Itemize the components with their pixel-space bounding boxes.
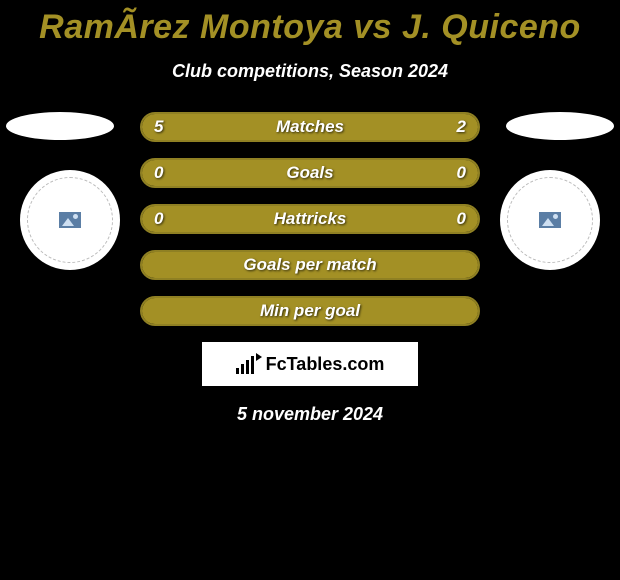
stat-value-left: 5: [154, 114, 163, 140]
stat-label: Goals per match: [142, 252, 478, 278]
stat-row: Goals per match: [140, 250, 480, 280]
footer-date: 5 november 2024: [0, 404, 620, 425]
stat-value-left: 0: [154, 206, 163, 232]
avatar-placeholder-ring: [27, 177, 113, 263]
stat-value-right: 2: [457, 114, 466, 140]
player-right-badge: [506, 112, 614, 140]
page-subtitle: Club competitions, Season 2024: [0, 61, 620, 82]
logo-text: FcTables.com: [266, 354, 385, 375]
stat-label: Min per goal: [142, 298, 478, 324]
image-placeholder-icon: [539, 212, 561, 228]
page-title: RamÃ­rez Montoya vs J. Quiceno: [0, 0, 620, 47]
stat-label: Matches: [142, 114, 478, 140]
stat-row: Goals0 0: [140, 158, 480, 188]
logo-chart-icon: [236, 354, 254, 374]
source-logo: FcTables.com: [202, 342, 418, 386]
stat-value-right: 0: [457, 160, 466, 186]
stat-row: Matches5 2: [140, 112, 480, 142]
stat-bars: Matches52Goals00Hattricks00Goals per mat…: [140, 112, 480, 326]
stat-row: Hattricks0 0: [140, 204, 480, 234]
player-right-avatar: [500, 170, 600, 270]
stat-value-left: 0: [154, 160, 163, 186]
player-left-badge: [6, 112, 114, 140]
image-placeholder-icon: [59, 212, 81, 228]
stat-value-right: 0: [457, 206, 466, 232]
logo-arrow-icon: [256, 353, 262, 361]
stat-label: Goals: [142, 160, 478, 186]
comparison-chart: Matches52Goals00Hattricks00Goals per mat…: [0, 112, 620, 326]
avatar-placeholder-ring: [507, 177, 593, 263]
stat-label: Hattricks: [142, 206, 478, 232]
stat-row: Min per goal: [140, 296, 480, 326]
player-left-avatar: [20, 170, 120, 270]
